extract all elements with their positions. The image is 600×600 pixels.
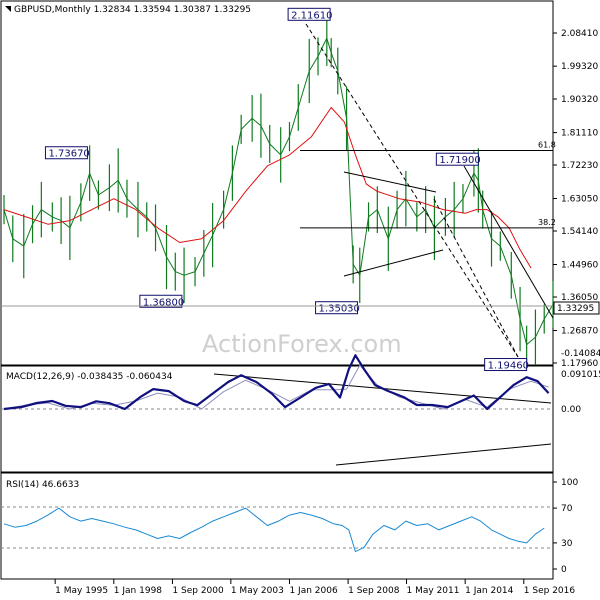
- rsi-tick-label: 70: [561, 504, 573, 514]
- annotation-label: 1.19460: [484, 358, 529, 372]
- x-tick-label: 1 Jan 2006: [289, 586, 337, 596]
- price-tick-label: 1.72230: [561, 161, 598, 171]
- price-tick-label: 1.26870: [561, 326, 598, 336]
- annotation-box: [435, 152, 479, 166]
- macd-tick-label: 0.091015: [561, 370, 600, 380]
- price-tick-label: 1.81110: [561, 129, 598, 139]
- rsi-line: [3, 507, 545, 553]
- trendline-dashed-down: [305, 23, 519, 358]
- x-tick-label: 1 May 2003: [231, 586, 284, 596]
- macd-lower-trendline: [335, 443, 552, 466]
- rsi-tick-label: 100: [561, 478, 578, 488]
- annotation-label: 2.11610: [287, 7, 332, 21]
- rsi-layer: [3, 507, 545, 553]
- x-tick-label: 1 Sep 2000: [172, 586, 224, 596]
- watermark: ActionForex.com: [202, 330, 402, 358]
- price-tick-label: 1.90320: [561, 95, 598, 105]
- current-price-label: 1.33295: [557, 304, 594, 314]
- axis-ticks: 2.08410 1.99320 1.90320 1.81110 1.72230 1.630…: [54, 29, 600, 596]
- fib-level-label: 61.8: [538, 141, 556, 150]
- annotation-label: 1.71900: [435, 152, 481, 166]
- rsi-tick-label: 30: [561, 539, 573, 549]
- x-tick-label: 1 Sep 2008: [348, 586, 400, 596]
- current-price-tag: 1.33295: [553, 301, 600, 315]
- x-tick-label: 1 Jan 2014: [465, 586, 513, 596]
- annotation-label: 1.73670: [44, 146, 90, 160]
- channel-lower-dashed: [433, 198, 519, 358]
- price-header: GBPUSD,Monthly 1.32834 1.33594 1.30387 1…: [5, 5, 251, 15]
- moving-average-line: [3, 107, 532, 269]
- annotation-box: [484, 358, 528, 372]
- price-tick-label: 1.36050: [561, 293, 598, 303]
- fib-level-label: 38.2: [538, 218, 556, 227]
- channel-upper-line: [463, 165, 554, 319]
- annotation-label: 1.36800: [139, 294, 184, 308]
- price-layer: 61.8 38.2 2.11610 1.73670 1.36800 1.35030 1.71…: [3, 7, 556, 372]
- price-tick-label: 1.54140: [561, 227, 598, 237]
- x-tick-label: 1 Sep 2016: [524, 586, 576, 596]
- annotation-text: 1.71900: [439, 155, 480, 166]
- x-tick-label: 1 May 1995: [55, 586, 108, 596]
- price-tick-label: 1.99320: [561, 62, 598, 72]
- annotation-text: 2.11610: [291, 10, 332, 21]
- annotation-text: 1.36800: [143, 297, 184, 308]
- trendlines: [213, 23, 554, 466]
- rsi-panel-frame: [0, 472, 554, 580]
- price-tick-label: 1.17960: [561, 359, 598, 369]
- annotation-box: [139, 294, 183, 308]
- annotation-text: 1.19460: [488, 361, 529, 372]
- annotation-text: 1.73670: [48, 149, 89, 160]
- price-tick-label: 2.08410: [561, 29, 598, 39]
- macd-layer: [3, 354, 550, 411]
- price-tick-label: 1.44960: [561, 260, 598, 270]
- rsi-header: RSI(14) 46.6633: [6, 480, 79, 490]
- rsi-tick-label: 0: [561, 565, 567, 575]
- price-tick-label: 1.63050: [561, 194, 598, 204]
- triangle-upper-line: [343, 171, 437, 193]
- x-tick-label: 1 May 2011: [407, 586, 460, 596]
- macd-line: [3, 354, 550, 411]
- triangle-icon: [5, 6, 11, 12]
- price-header-text: GBPUSD,Monthly 1.32834 1.33594 1.30387 1…: [14, 5, 251, 15]
- triangle-lower-line: [343, 249, 444, 277]
- macd-tick-label: -0.140843: [561, 349, 600, 359]
- price-line: [3, 37, 554, 346]
- annotation-box: [44, 146, 88, 160]
- annotation-box: [287, 7, 331, 21]
- macd-header: MACD(12,26,9) -0.038435 -0.060434: [6, 372, 173, 382]
- x-tick-label: 1 Jan 1998: [114, 586, 162, 596]
- annotation-label: 1.35030: [315, 301, 360, 315]
- macd-tick-label: 0.00: [561, 405, 581, 415]
- annotation-text: 1.35030: [319, 304, 360, 315]
- annotation-box: [315, 301, 359, 315]
